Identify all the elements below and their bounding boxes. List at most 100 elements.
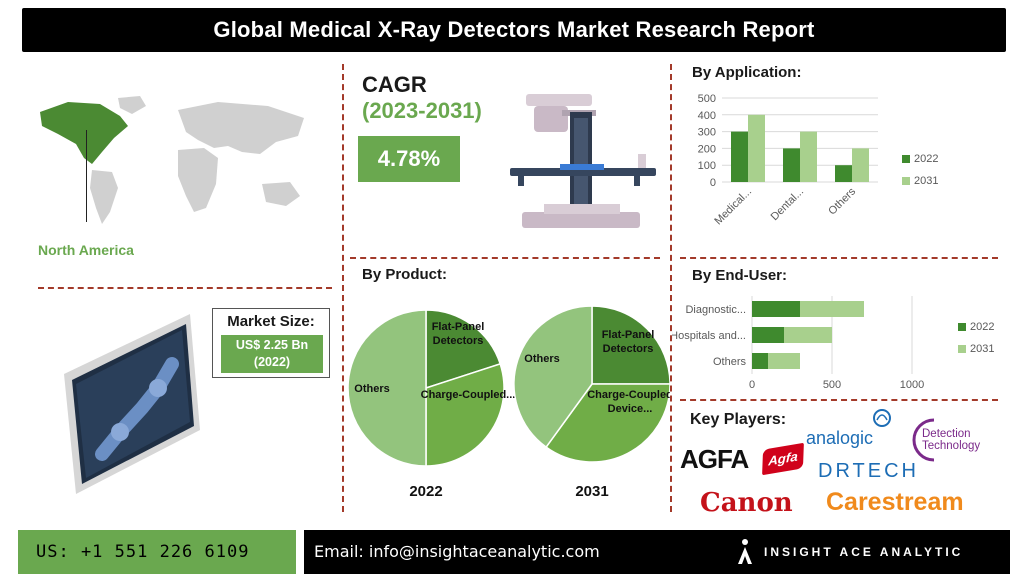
logo-agfa: AGFA: [680, 444, 749, 474]
market-size-year: (2022): [253, 355, 291, 369]
legend-swatch: [958, 345, 966, 353]
pie-slice: [513, 305, 593, 449]
divider-center: [350, 257, 660, 259]
pie-slice-label: Flat-Panel Detectors: [432, 321, 485, 347]
legend-swatch: [902, 177, 910, 185]
xray-monitor-illustration: [64, 314, 200, 494]
by-product-pie-charts: Flat-Panel Detectors Charge-Coupled... Othe…: [347, 305, 670, 500]
x-tick-label: 1000: [900, 379, 924, 391]
bar-2022: [752, 353, 768, 369]
legend-label: 2031: [914, 175, 938, 187]
bar-2031: [800, 301, 864, 317]
logo-analogic: analogic: [806, 428, 874, 448]
key-players-title: Key Players:: [690, 411, 787, 428]
y-tick-label: Hospitals and...: [672, 330, 746, 342]
map-eurasia: [178, 102, 304, 154]
legend-swatch: [958, 323, 966, 331]
map-greenland: [118, 96, 146, 114]
map-south-america: [90, 170, 118, 224]
bar-2022: [752, 327, 784, 343]
by-end-user-title: By End-User:: [692, 267, 788, 284]
pie-slice: [425, 309, 502, 390]
map-africa: [178, 148, 218, 212]
logo-detection-technology: Detection Technology: [922, 428, 980, 452]
xray-machine-illustration: [510, 94, 656, 228]
divider-left: [38, 287, 332, 289]
cagr-title: CAGR: [362, 72, 427, 97]
detection-technology-arc-icon: [912, 418, 935, 462]
y-tick-label: Others: [713, 356, 747, 368]
footer-contact-bar: Email: info@insightaceanalytic.com INSIG…: [304, 530, 1010, 574]
y-tick-label: 400: [698, 110, 716, 122]
by-end-user-bar-chart: 0 500 1000 Diagnostic... Hospitals and... Oth…: [672, 296, 994, 391]
legend-label: 2022: [970, 321, 994, 333]
pie-year-label: 2031: [575, 483, 608, 500]
by-application-title: By Application:: [692, 64, 802, 81]
pie-slice: [591, 305, 670, 385]
by-application-bar-chart: 0 100 200 300 400 500 Medical... Dental... Other…: [698, 93, 939, 228]
bar-2031: [748, 114, 765, 182]
x-tick-label: Others: [826, 185, 858, 217]
bar-2022: [752, 301, 800, 317]
y-tick-label: 300: [698, 127, 716, 139]
x-tick-label: 0: [749, 379, 755, 391]
legend-label: 2022: [914, 153, 938, 165]
region-label: North America: [38, 242, 134, 258]
map-north-america: [40, 102, 128, 164]
cagr-period: (2023-2031): [362, 98, 482, 123]
page-title: Global Medical X-Ray Detectors Market Re…: [213, 17, 815, 42]
legend-swatch: [902, 155, 910, 163]
legend-label: 2031: [970, 343, 994, 355]
y-tick-label: 200: [698, 143, 716, 155]
logo-detection-line2: Technology: [922, 440, 981, 452]
analogic-symbol-icon: [873, 409, 891, 427]
by-product-title: By Product:: [362, 266, 448, 283]
footer-phone[interactable]: US: +1 551 226 6109: [36, 542, 250, 562]
map-australia: [262, 182, 300, 206]
y-tick-label: 0: [710, 177, 716, 189]
pie-slice: [347, 309, 427, 467]
bar-2022: [783, 148, 800, 182]
logo-agfa-red: Agfa: [762, 442, 804, 476]
y-tick-label: 100: [698, 160, 716, 172]
divider-right-top: [680, 257, 998, 259]
x-tick-label: Medical...: [712, 186, 754, 228]
pie-slice-label: Charge-Coupled...: [421, 389, 516, 401]
y-tick-label: 500: [698, 93, 716, 105]
divider-right-bottom: [680, 399, 998, 401]
logo-detection-line1: Detection: [922, 428, 971, 440]
market-size-card: Market Size: US$ 2.25 Bn (2022): [212, 308, 330, 378]
header-bar: Global Medical X-Ray Detectors Market Re…: [22, 8, 1006, 52]
pie-slice: [545, 383, 670, 463]
x-tick-label: 500: [823, 379, 841, 391]
bar-2031: [800, 131, 817, 182]
market-size-value: US$ 2.25 Bn: [235, 338, 309, 352]
market-size-label: Market Size:: [227, 313, 315, 330]
bar-2031: [768, 353, 800, 369]
footer-email[interactable]: Email: info@insightaceanalytic.com: [314, 542, 600, 561]
bar-2022: [835, 165, 852, 182]
world-map: [40, 96, 304, 224]
map-pointer-line: [86, 130, 87, 222]
pie-year-label: 2022: [409, 483, 442, 500]
bar-2022: [731, 131, 748, 182]
pie-slice-label: Others: [354, 383, 389, 395]
pie-slice-label: Charge-Coupled Device...: [587, 389, 670, 415]
logo-carestream: Carestream: [826, 488, 964, 516]
pie-slice: [425, 362, 505, 467]
pie-slice-label: Flat-Panel Detectors: [602, 329, 655, 355]
bar-2031: [852, 148, 869, 182]
footer-phone-bar: US: +1 551 226 6109: [18, 530, 296, 574]
logo-canon: Canon: [700, 488, 793, 518]
pie-slice-label: Others: [524, 353, 559, 365]
bar-2031: [784, 327, 832, 343]
cagr-value: 4.78%: [358, 136, 460, 182]
brand-logo-icon: [738, 539, 752, 564]
x-tick-label: Dental...: [769, 186, 806, 223]
divider-vertical-right: [670, 64, 672, 512]
footer-brand: INSIGHT ACE ANALYTIC: [764, 545, 964, 559]
divider-vertical-left: [342, 64, 344, 512]
market-size-value-box: US$ 2.25 Bn (2022): [221, 335, 323, 373]
logo-drtech: DRTECH: [818, 460, 919, 482]
y-tick-label: Diagnostic...: [685, 304, 746, 316]
